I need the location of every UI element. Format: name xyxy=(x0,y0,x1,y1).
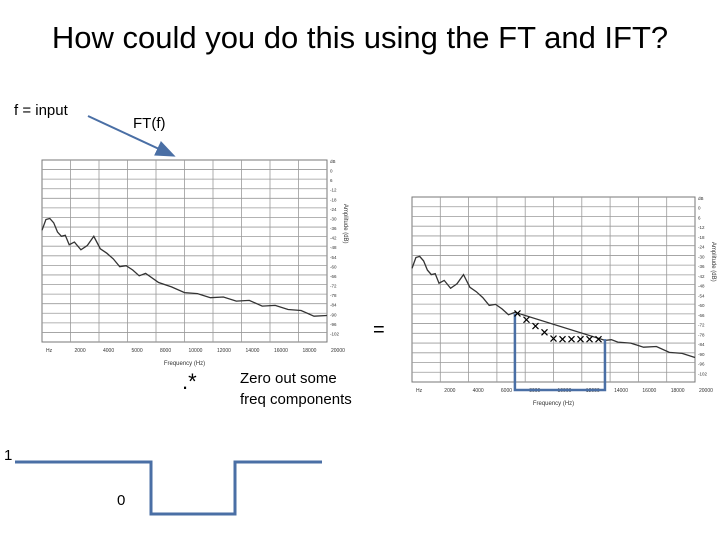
y-tick-label: dB xyxy=(698,196,704,201)
y-tick-label: -102 xyxy=(698,371,708,376)
y-tick-label: -78 xyxy=(330,293,337,298)
y-tick-label: -42 xyxy=(330,236,337,241)
y-tick-label: 0 xyxy=(330,169,333,174)
x-tick-label: 18000 xyxy=(303,348,317,354)
y-tick-label: -90 xyxy=(330,312,337,317)
zeroed-marker xyxy=(514,310,521,317)
y-tick-label: -60 xyxy=(698,303,705,308)
x-tick-label: 20000 xyxy=(699,388,713,394)
mask-one-label: 1 xyxy=(4,447,13,464)
y-tick-label: -24 xyxy=(330,207,337,212)
input-label: f = input xyxy=(14,102,68,119)
y-tick-label: -84 xyxy=(330,303,337,308)
y-tick-label: -84 xyxy=(698,342,705,347)
y-tick-label: -72 xyxy=(330,284,337,289)
x-tick-label: 8000 xyxy=(160,348,171,354)
y-tick-label: -18 xyxy=(698,235,705,240)
zeroed-marker xyxy=(586,335,593,343)
y-tick-label: -54 xyxy=(698,293,705,298)
input-spectrum-chart: Hz 2000 4000 5000 8000 10000 12000 14000 16000 18… xyxy=(41,159,348,367)
y-tick-label: -12 xyxy=(698,225,705,230)
y-tick-label: -102 xyxy=(330,331,340,336)
x-tick-label: 4000 xyxy=(103,348,114,354)
zero-out-note-line2: freq components xyxy=(240,391,352,408)
y-tick-label: -48 xyxy=(330,245,337,250)
ft-arrow xyxy=(87,115,176,157)
x-tick-label: Hz xyxy=(416,388,423,394)
y-tick-label: -48 xyxy=(698,284,705,289)
y-tick-label: -42 xyxy=(698,274,705,279)
y-axis-label: Amplitude (dB) xyxy=(342,204,348,244)
x-tick-label: 12000 xyxy=(217,348,231,354)
mask-zero-label: 0 xyxy=(117,492,126,509)
zero-out-note-line1: Zero out some xyxy=(240,370,337,387)
zeroed-region-outline xyxy=(513,313,607,392)
y-tick-label: -78 xyxy=(698,332,705,337)
y-tick-label: -30 xyxy=(698,254,705,259)
y-tick-label: -36 xyxy=(330,226,337,231)
zeroed-marker xyxy=(577,335,584,343)
x-tick-label: 6000 xyxy=(501,388,512,394)
y-tick-label: 0 xyxy=(698,206,701,211)
y-tick-label: dB xyxy=(330,159,336,164)
spectrum-curve xyxy=(411,255,696,359)
y-axis-label: Amplitude (dB) xyxy=(710,242,716,282)
y-tick-label: -66 xyxy=(330,274,337,279)
zeroed-marker xyxy=(550,335,557,343)
y-tick-label: -96 xyxy=(698,362,705,367)
y-tick-label: 6 xyxy=(698,215,701,220)
zeroed-marker xyxy=(532,322,539,330)
y-tick-label: -66 xyxy=(698,313,705,318)
zeroed-marker xyxy=(541,328,548,336)
elementwise-multiply-operator: .* xyxy=(182,369,197,394)
x-tick-label: 10000 xyxy=(189,348,203,354)
x-axis-label: Frequency (Hz) xyxy=(533,401,574,407)
zeroed-marker xyxy=(523,316,530,324)
mask-function-line xyxy=(15,460,322,516)
equals-sign: = xyxy=(373,319,385,341)
x-tick-label: 2000 xyxy=(75,348,86,354)
spectrum-curve xyxy=(41,217,328,317)
zeroed-marker xyxy=(559,335,566,343)
x-tick-label: 2000 xyxy=(444,388,455,394)
y-tick-label: -36 xyxy=(698,264,705,269)
x-tick-label: 14000 xyxy=(614,388,628,394)
x-tick-label: 14000 xyxy=(246,348,260,354)
zeroed-marker xyxy=(568,335,575,343)
y-tick-label: -24 xyxy=(698,245,705,250)
y-tick-label: -90 xyxy=(698,352,705,357)
y-tick-label: -96 xyxy=(330,322,337,327)
y-tick-label: -30 xyxy=(330,216,337,221)
y-tick-label: 6 xyxy=(330,178,333,183)
x-tick-label: 20000 xyxy=(331,348,345,354)
x-tick-label: Hz xyxy=(46,348,53,354)
x-tick-label: 16000 xyxy=(274,348,288,354)
y-tick-label: -12 xyxy=(330,188,337,193)
y-tick-label: -54 xyxy=(330,255,337,260)
x-tick-label: 18000 xyxy=(671,388,685,394)
x-tick-label: 5000 xyxy=(132,348,143,354)
y-tick-label: -18 xyxy=(330,197,337,202)
ft-label: FT(f) xyxy=(133,115,166,132)
slide-title: How could you do this using the FT and I… xyxy=(51,20,669,55)
x-tick-label: 4000 xyxy=(473,388,484,394)
y-tick-label: -60 xyxy=(330,264,337,269)
y-tick-label: -72 xyxy=(698,323,705,328)
x-tick-label: 16000 xyxy=(642,388,656,394)
filtered-spectrum-chart: Hz 2000 4000 6000 8000 10000 12000 14000 16000 18… xyxy=(411,196,716,407)
x-axis-label: Frequency (Hz) xyxy=(164,361,205,367)
zeroed-marker xyxy=(595,335,602,343)
zero-out-note: Zero out some freq components xyxy=(240,368,352,410)
